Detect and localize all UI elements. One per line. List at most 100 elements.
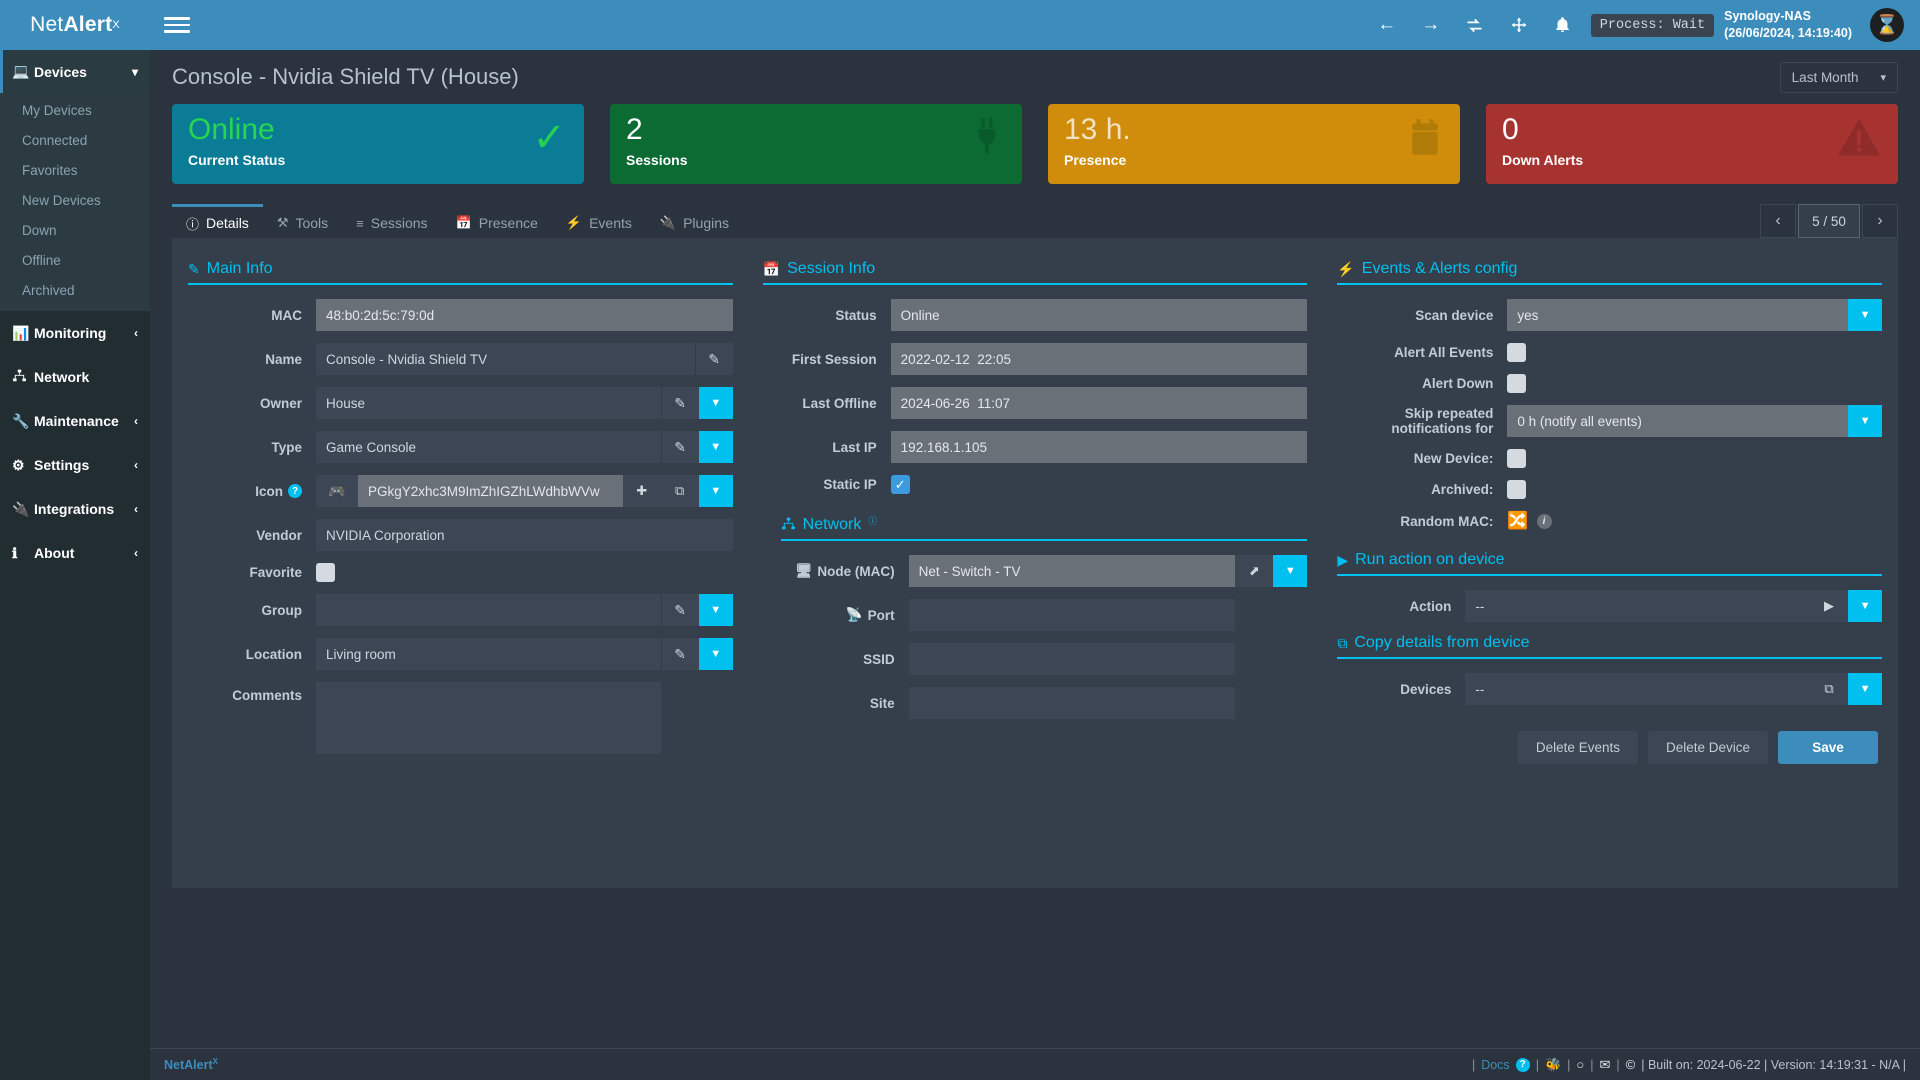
chevron-left-icon: ‹ [134,546,138,560]
sidebar-item-maintenance[interactable]: 🔧 Maintenance ‹ [0,399,150,443]
group-input[interactable] [316,594,661,626]
vendor-input[interactable] [316,519,733,551]
alert-down-checkbox[interactable] [1507,374,1527,393]
stat-down-alerts[interactable]: 0 Down Alerts [1486,104,1898,184]
action-input[interactable] [1465,590,1811,622]
sidebar-item-down[interactable]: Down [22,222,57,238]
alert-all-events-checkbox[interactable] [1507,343,1527,362]
name-edit-pencil-icon[interactable]: ✎ [694,343,733,375]
docs-link[interactable]: Docs [1481,1057,1510,1072]
mac-input[interactable] [316,299,733,331]
hamburger-icon[interactable] [164,14,190,36]
wrench-icon: 🔧 [12,412,30,429]
pager-prev-button[interactable]: ‹ [1760,204,1796,238]
sidebar: 💻 Devices ▾ My Devices Connected Favorit… [0,50,150,1080]
new-device-checkbox[interactable] [1507,449,1527,468]
help-icon[interactable]: ? [1515,1057,1530,1072]
tab-sessions[interactable]: ≡ Sessions [342,204,441,238]
delete-events-button[interactable]: Delete Events [1517,731,1638,764]
envelope-icon[interactable]: ✉ [1599,1056,1611,1072]
github-icon[interactable]: ○ [1576,1057,1585,1072]
icon-copy-button[interactable]: ⧉ [660,475,699,507]
node-mac-open-link-button[interactable]: ⬈ [1235,555,1274,587]
stat-current-status[interactable]: Online Current Status ✓ [172,104,584,184]
bell-icon[interactable] [1541,0,1585,50]
icon-add-button[interactable]: ✚ [622,475,661,507]
group-dropdown-chevron-down-icon[interactable]: ▼ [698,594,733,626]
bug-icon[interactable]: 🐝 [1544,1056,1562,1072]
last-offline-input[interactable] [890,387,1308,419]
comments-textarea[interactable] [316,682,661,754]
owner-input[interactable] [316,387,661,419]
sidebar-item-integrations[interactable]: 🔌 Integrations ‹ [0,487,150,531]
action-dropdown-chevron-down-icon[interactable]: ▼ [1848,590,1883,622]
tab-plugins[interactable]: 🔌 Plugins [646,204,743,238]
type-dropdown-chevron-down-icon[interactable]: ▼ [698,431,733,463]
app-logo[interactable]: Net Alert X [0,0,150,50]
copyright-icon[interactable]: © [1625,1057,1636,1072]
scan-device-input[interactable] [1507,299,1849,331]
sidebar-item-my-devices[interactable]: My Devices [22,102,92,118]
tab-presence[interactable]: 📅 Presence [442,204,552,238]
owner-edit-pencil-icon[interactable]: ✎ [660,387,699,419]
arrow-right-icon[interactable]: → [1421,14,1441,35]
sidebar-item-settings[interactable]: ⚙ Settings ‹ [0,443,150,487]
location-dropdown-chevron-down-icon[interactable]: ▼ [698,638,733,670]
icon-value-input[interactable] [358,475,623,507]
tab-details[interactable]: ⓘ Details [172,204,263,238]
copy-devices-copy-icon[interactable]: ⧉ [1810,673,1849,705]
pager-next-button[interactable]: › [1862,204,1898,238]
move-icon[interactable] [1497,0,1541,50]
info-icon[interactable]: i [1536,513,1552,529]
static-ip-checkbox[interactable]: ✓ [890,475,910,494]
ssid-input[interactable] [908,643,1236,675]
sidebar-item-new-devices[interactable]: New Devices [22,192,101,208]
last-ip-input[interactable] [890,431,1308,463]
scan-device-dropdown-chevron-down-icon[interactable]: ▼ [1848,299,1883,331]
owner-dropdown-chevron-down-icon[interactable]: ▼ [698,387,733,419]
location-input[interactable] [316,638,661,670]
stat-sessions[interactable]: 2 Sessions [610,104,1022,184]
sidebar-item-about[interactable]: ℹ About ‹ [0,531,150,575]
arrow-left-icon[interactable]: ← [1377,14,1397,35]
sidebar-item-archived[interactable]: Archived [22,282,75,298]
action-run-play-icon[interactable]: ▶ [1810,590,1849,622]
port-input[interactable] [908,599,1236,631]
sidebar-item-devices[interactable]: 💻 Devices ▾ [0,50,150,93]
sidebar-item-favorites[interactable]: Favorites [22,162,78,178]
stat-presence[interactable]: 13 h. Presence [1048,104,1460,184]
sidebar-item-offline[interactable]: Offline [22,252,61,268]
field-copy-devices: Devices ⧉ ▼ [1337,673,1883,705]
icon-dropdown-chevron-down-icon[interactable]: ▼ [698,475,733,507]
network-help-icon[interactable]: ⓘ [868,515,878,526]
copy-devices-dropdown-chevron-down-icon[interactable]: ▼ [1848,673,1883,705]
period-select[interactable]: Last Month ▾ [1779,61,1898,93]
site-input[interactable] [908,687,1236,719]
skip-repeated-input[interactable] [1507,405,1849,437]
sidebar-item-monitoring[interactable]: 📊 Monitoring ‹ [0,311,150,355]
name-input[interactable] [316,343,695,375]
delete-device-button[interactable]: Delete Device [1647,731,1769,764]
skip-repeated-dropdown-chevron-down-icon[interactable]: ▼ [1848,405,1883,437]
status-input[interactable] [890,299,1308,331]
first-session-input[interactable] [890,343,1308,375]
help-icon[interactable]: ? [288,484,302,498]
save-button[interactable]: Save [1778,731,1879,764]
node-mac-input[interactable] [908,555,1236,587]
field-node-mac-label-text: Node (MAC) [817,563,895,579]
location-edit-pencil-icon[interactable]: ✎ [660,638,699,670]
sidebar-item-connected[interactable]: Connected [22,132,88,148]
refresh-icon[interactable] [1453,0,1497,50]
node-mac-dropdown-chevron-down-icon[interactable]: ▼ [1273,555,1308,587]
favorite-checkbox[interactable] [316,563,335,582]
type-edit-pencil-icon[interactable]: ✎ [660,431,699,463]
archived-checkbox[interactable] [1507,480,1527,499]
field-group-label: Group [261,602,303,618]
type-input[interactable] [316,431,661,463]
tab-events[interactable]: ⚡ Events [552,204,646,238]
sidebar-item-network[interactable]: Network [0,355,150,399]
group-edit-pencil-icon[interactable]: ✎ [660,594,699,626]
avatar[interactable]: ⌛ [1864,0,1910,50]
tab-tools[interactable]: ⚒ Tools [263,204,342,238]
copy-devices-input[interactable] [1465,673,1811,705]
